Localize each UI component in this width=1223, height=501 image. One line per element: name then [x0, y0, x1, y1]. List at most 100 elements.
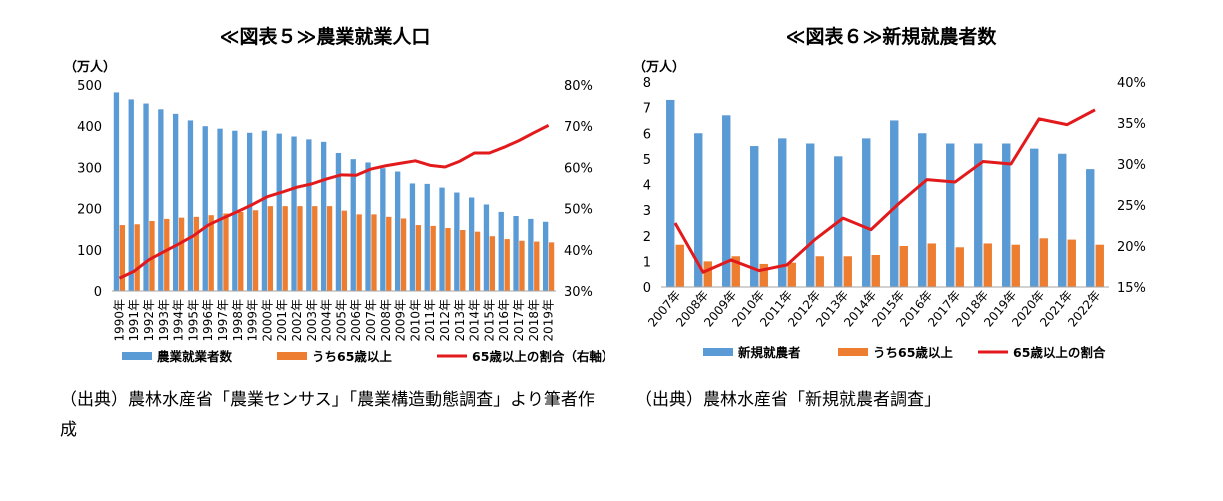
fig5-bar-main — [528, 218, 534, 291]
fig5-bar-sub — [238, 211, 244, 291]
fig5-x-tick-label: 2009年 — [394, 299, 408, 342]
fig6-y-right-tick-label: 25% — [1117, 199, 1146, 214]
fig5-bar-sub — [193, 216, 200, 291]
fig6-bar-sub — [1011, 244, 1020, 287]
fig6-bar-sub — [983, 243, 992, 287]
fig6-bar-main — [1058, 153, 1067, 287]
fig6-y-right-tick-label: 40% — [1117, 76, 1146, 91]
fig5-x-tick-label: 1994年 — [172, 299, 186, 342]
fig5-y-right-tick-label: 50% — [564, 203, 593, 218]
fig6-y-left-tick-label: 5 — [643, 153, 651, 168]
fig6-bar-sub — [731, 256, 740, 287]
fig5-bar-main — [483, 204, 490, 291]
fig5-bar-main — [172, 113, 179, 291]
fig5-bar-main — [246, 132, 253, 291]
fig5-bar-main — [202, 126, 208, 291]
fig5-bar-main — [113, 92, 120, 291]
fig6-bar-sub — [815, 256, 824, 287]
fig6-bar-sub — [703, 261, 712, 288]
chart-figure-5: ≪図表５≫農業就業人口 （万人） 0 100 200 300 400 500 30% 40% 50%… — [64, 25, 605, 364]
fig6-bar-main — [1030, 148, 1039, 288]
fig5-bar-main — [409, 183, 416, 291]
fig6-bar-main — [1002, 143, 1011, 287]
figure-6-source-note: （出典）農林水産省「新規就農者調査」 — [635, 390, 941, 410]
fig5-bar-sub — [341, 210, 348, 291]
fig5-x-tick-label: 2016年 — [497, 299, 511, 342]
fig5-x-tick-label: 1990年 — [112, 299, 126, 342]
fig6-bar-main — [750, 146, 759, 287]
fig5-ratio-line — [118, 124, 550, 280]
fig6-bar-sub — [955, 247, 964, 287]
fig5-y-left-tick-label: 0 — [94, 285, 102, 300]
fig5-x-tick-label: 2015年 — [482, 299, 496, 342]
fig6-bar-main — [862, 138, 871, 288]
fig5-x-tick-label: 2018年 — [527, 299, 541, 342]
fig6-bar-sub — [787, 262, 796, 287]
fig5-bar-main — [306, 139, 312, 291]
fig5-x-tick-label: 1996年 — [201, 299, 215, 342]
fig5-bar-main — [394, 171, 401, 291]
fig5-y-right-tick-label: 30% — [564, 285, 593, 300]
fig6-bar-sub — [899, 246, 908, 287]
fig5-bar-sub — [312, 206, 318, 291]
fig5-x-tick-label: 1997年 — [216, 299, 230, 342]
fig5-x-tick-label: 2004年 — [320, 299, 334, 342]
fig5-bar-main — [513, 216, 519, 291]
fig5-bar-sub — [415, 225, 422, 291]
fig5-bar-sub — [474, 231, 481, 291]
fig6-y-left-tick-label: 6 — [643, 127, 651, 142]
fig5-bar-main — [335, 152, 342, 291]
fig5-x-tick-label: 1993年 — [157, 299, 171, 342]
fig5-x-tick-label: 2002年 — [290, 299, 304, 342]
fig5-bar-sub — [445, 227, 451, 291]
fig6-bar-sub — [1067, 239, 1076, 287]
fig5-y-left-tick-label: 100 — [77, 244, 102, 259]
fig5-x-tick-label: 1995年 — [186, 299, 200, 342]
fig5-bar-sub — [504, 239, 510, 291]
fig5-bar-sub — [282, 206, 288, 291]
fig5-bar-main — [468, 197, 475, 291]
fig6-y-left-tick-label: 0 — [643, 281, 651, 296]
fig5-title: ≪図表５≫農業就業人口 — [220, 25, 431, 48]
fig6-y-left-tick-label: 2 — [643, 230, 651, 245]
fig6-bar-sub — [927, 243, 936, 287]
fig5-bar-main — [187, 120, 194, 292]
fig5-bar-sub — [430, 225, 436, 291]
fig5-x-tick-label: 2011年 — [423, 299, 437, 342]
fig6-bar-main — [806, 143, 815, 287]
fig6-bar-sub — [871, 254, 880, 287]
fig5-bar-sub — [460, 230, 466, 291]
fig5-bar-main — [158, 109, 164, 291]
fig5-unit-label: （万人） — [64, 59, 116, 75]
fig6-y-left-tick-label: 1 — [643, 255, 651, 270]
fig6-y-right-tick-label: 20% — [1117, 240, 1146, 255]
fig5-x-tick-label: 2017年 — [512, 299, 526, 342]
fig6-ratio-line — [673, 108, 1096, 274]
fig6-bar-sub — [759, 263, 768, 287]
fig5-bar-main — [217, 128, 223, 291]
fig5-bar-sub — [149, 220, 155, 291]
fig5-legend-swatch — [277, 352, 307, 360]
fig5-bar-main — [143, 103, 149, 291]
fig5-legend-swatch — [122, 352, 152, 360]
fig6-legend-swatch — [703, 348, 733, 356]
chart-figure-6: ≪図表６≫新規就農者数 （万人） 0 1 2 3 4 5 6 7 8 15% 20% 25% 30% 35% 4… — [633, 25, 1146, 360]
fig5-x-tick-label: 1999年 — [246, 299, 260, 342]
fig5-x-tick-label: 2001年 — [275, 299, 289, 342]
fig5-y-left-tick-label: 400 — [77, 120, 102, 135]
fig6-bar-main — [666, 99, 675, 287]
fig5-x-tick-label: 2008年 — [379, 299, 393, 342]
fig5-bar-sub — [178, 217, 185, 291]
fig5-bar-main — [454, 192, 460, 291]
fig6-bar-main — [918, 133, 927, 287]
fig5-bar-sub — [208, 215, 214, 291]
fig6-bar-main — [778, 138, 787, 288]
fig5-bar-main — [291, 136, 297, 291]
fig5-x-tick-label: 2003年 — [305, 299, 319, 342]
fig5-bar-sub — [119, 225, 126, 291]
fig5-bar-main — [276, 133, 282, 291]
fig5-y-right-tick-label: 40% — [564, 244, 593, 259]
fig6-bar-sub — [1095, 244, 1104, 287]
fig6-bar-main — [694, 133, 703, 287]
fig5-y-left-tick-label: 500 — [77, 79, 102, 94]
